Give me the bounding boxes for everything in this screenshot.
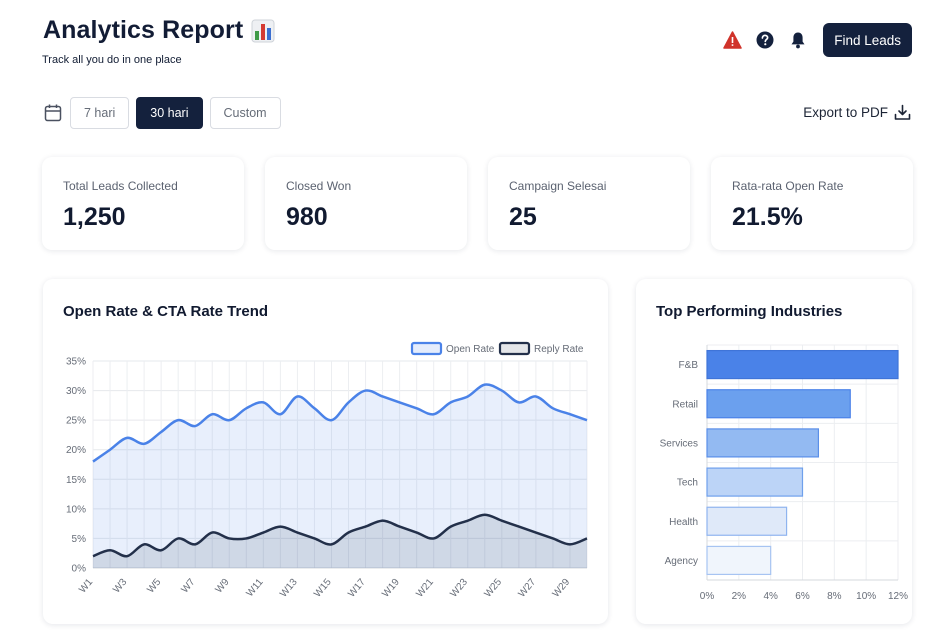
stat-card-open-rate: Rata-rata Open Rate 21.5%: [711, 157, 913, 250]
y-tick-label: 30%: [66, 386, 86, 397]
page-title: Analytics Report: [43, 16, 244, 44]
industries-chart-panel: 0% 2% 4% 6% 8% 10% 12% F&B Retail Services Tech Hea…: [636, 279, 912, 624]
bar-fb: [706, 349, 899, 380]
x-tick-label: W13: [278, 577, 300, 600]
y-tick-label: 35%: [66, 357, 86, 368]
y-category-label: Retail: [672, 399, 698, 410]
legend-swatch: [498, 341, 531, 356]
y-tick-label: 10%: [66, 504, 86, 515]
y-tick-label: 0%: [72, 564, 87, 575]
y-category-label: Agency: [665, 556, 698, 567]
y-category-label: F&B: [679, 360, 699, 371]
y-tick-label: 5%: [72, 534, 87, 545]
bar-retail: [706, 389, 851, 419]
legend-label: Open Rate: [446, 344, 495, 355]
y-category-label: Services: [660, 438, 698, 449]
x-tick-label: W17: [346, 577, 368, 600]
x-tick-label: W23: [448, 577, 470, 600]
x-tick-label: W25: [482, 577, 504, 600]
x-tick-label: 10%: [856, 591, 876, 602]
stat-card-campaign-selesai: Campaign Selesai 25: [488, 157, 690, 250]
industries-chart: 0% 2% 4% 6% 8% 10% 12% F&B Retail Services Tech Hea…: [660, 344, 908, 602]
stat-label: Rata-rata Open Rate: [732, 179, 844, 193]
stat-label: Total Leads Collected: [63, 179, 178, 193]
y-tick-label: 20%: [66, 445, 86, 456]
y-tick-label: 25%: [66, 416, 86, 427]
x-tick-label: W15: [312, 577, 334, 600]
bar-services: [706, 428, 820, 458]
stat-label: Campaign Selesai: [509, 179, 607, 193]
x-tick-label: 2%: [732, 591, 747, 602]
download-icon: [894, 104, 911, 120]
stat-card-total-leads: Total Leads Collected 1,250: [42, 157, 244, 250]
header-actions: Find Leads: [722, 23, 912, 57]
stat-label: Closed Won: [286, 179, 352, 193]
bell-icon[interactable]: [788, 30, 808, 50]
x-tick-label: 0%: [700, 591, 715, 602]
legend-label: Reply Rate: [534, 344, 584, 355]
range-custom-button[interactable]: Custom: [209, 97, 281, 129]
bar-health: [706, 506, 788, 536]
calendar-icon[interactable]: [43, 103, 63, 123]
find-leads-button[interactable]: Find Leads: [823, 23, 912, 57]
x-tick-label: 4%: [763, 591, 778, 602]
x-tick-label: 12%: [888, 591, 908, 602]
x-tick-label: W1: [77, 577, 95, 596]
x-tick-label: W19: [380, 577, 402, 600]
export-pdf-button[interactable]: Export to PDF: [803, 104, 911, 121]
x-tick-label: W3: [111, 577, 129, 596]
y-category-label: Health: [669, 517, 698, 528]
trend-chart-title: Open Rate & CTA Rate Trend: [63, 303, 269, 320]
x-tick-label: W5: [145, 577, 163, 596]
export-pdf-label: Export to PDF: [803, 105, 888, 120]
x-tick-label: W9: [214, 577, 232, 596]
page-subtitle: Track all you do in one place: [42, 54, 182, 66]
y-category-label: Tech: [677, 478, 698, 489]
x-tick-label: 6%: [795, 591, 810, 602]
stat-value: 25: [509, 203, 537, 231]
y-tick-label: 15%: [66, 475, 86, 486]
x-tick-label: W7: [179, 577, 197, 596]
alert-triangle-icon[interactable]: [722, 30, 742, 50]
x-tick-label: W21: [414, 577, 436, 600]
x-tick-label: W11: [244, 577, 265, 600]
x-tick-label: W29: [551, 577, 573, 600]
trend-chart-panel: 0% 5% 10% 15% 20% 25% 30% 35% W1 W3 W5 W7 W9 W11 W13 W1…: [43, 279, 608, 624]
trend-chart: 0% 5% 10% 15% 20% 25% 30% 35% W1 W3 W5 W7 W9 W11 W13 W1…: [66, 341, 588, 600]
stat-value: 21.5%: [732, 203, 803, 231]
date-range-selector: 7 hari 30 hari Custom: [43, 97, 288, 129]
help-circle-icon[interactable]: [755, 30, 775, 50]
industries-chart-title: Top Performing Industries: [656, 303, 843, 320]
range-30-days-button[interactable]: 30 hari: [136, 97, 203, 129]
series-area-reply-rate: [93, 514, 587, 568]
stat-value: 980: [286, 203, 328, 231]
range-7-days-button[interactable]: 7 hari: [70, 97, 130, 129]
stat-value: 1,250: [63, 203, 126, 231]
x-tick-label: 8%: [827, 591, 842, 602]
bar-tech: [706, 467, 804, 497]
bar-agency: [706, 545, 772, 576]
legend-swatch: [410, 341, 443, 356]
x-tick-label: W27: [517, 577, 539, 600]
bar-chart-emoji-icon: [251, 19, 275, 42]
page-header: Analytics Report: [43, 16, 275, 45]
series-line-reply-rate: [92, 513, 588, 558]
stat-card-closed-won: Closed Won 980: [265, 157, 467, 250]
series-line-open-rate: [92, 383, 588, 463]
